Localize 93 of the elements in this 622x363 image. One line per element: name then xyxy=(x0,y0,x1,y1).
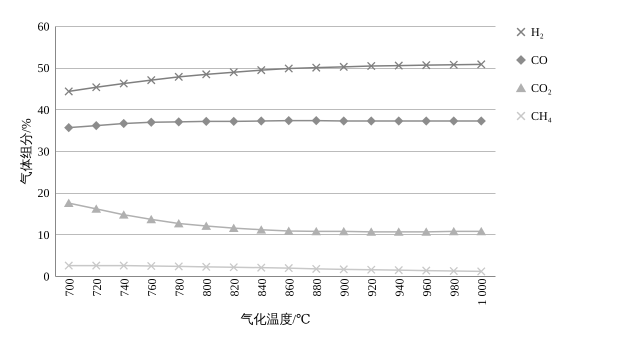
x-tick-label: 760 xyxy=(144,278,159,296)
point xyxy=(92,205,101,213)
point xyxy=(174,220,184,228)
point xyxy=(284,227,294,235)
point xyxy=(146,262,156,270)
point xyxy=(119,119,128,128)
x-tick-label: 960 xyxy=(420,278,434,296)
legend-label: H₂ xyxy=(531,25,544,39)
point xyxy=(92,82,101,92)
point xyxy=(476,60,486,69)
x-tick-label: 860 xyxy=(282,278,296,296)
point xyxy=(284,64,294,73)
point xyxy=(202,222,211,230)
point xyxy=(366,265,376,274)
point xyxy=(202,117,211,126)
point xyxy=(394,228,404,236)
point xyxy=(449,266,458,276)
point xyxy=(174,117,184,126)
point xyxy=(64,261,74,270)
point xyxy=(229,117,238,126)
x-tick-label: 740 xyxy=(117,278,132,296)
point xyxy=(92,261,101,270)
point xyxy=(174,72,184,82)
point xyxy=(422,228,431,236)
point xyxy=(119,261,128,270)
point xyxy=(312,228,321,236)
legend-label: CO₂ xyxy=(531,81,552,95)
point xyxy=(64,123,74,132)
x-tick-label: 820 xyxy=(227,278,242,296)
y-tick-label: 50 xyxy=(38,61,50,76)
point xyxy=(339,228,348,236)
point xyxy=(202,70,211,79)
x-axis-title: 气化温度/℃ xyxy=(240,312,311,326)
point xyxy=(339,62,348,72)
x-tick-label: 840 xyxy=(254,278,269,296)
point xyxy=(146,118,156,127)
point xyxy=(449,60,458,70)
x-tick-label: 700 xyxy=(62,278,76,296)
point xyxy=(64,87,74,96)
point xyxy=(64,199,74,207)
point xyxy=(366,116,376,126)
point xyxy=(449,116,458,126)
y-tick-label: 0 xyxy=(44,270,50,284)
point xyxy=(394,266,404,275)
point xyxy=(394,61,404,70)
point xyxy=(476,267,486,276)
point xyxy=(256,116,266,126)
point xyxy=(256,226,266,234)
x-tick-label: 880 xyxy=(310,278,324,296)
point xyxy=(256,263,266,272)
point xyxy=(174,262,184,271)
x-tick-label: 900 xyxy=(337,278,352,296)
point xyxy=(394,116,404,126)
y-tick-label: 20 xyxy=(38,186,50,200)
point xyxy=(229,224,238,232)
point xyxy=(449,228,458,236)
point xyxy=(119,210,128,219)
point xyxy=(229,68,238,77)
point xyxy=(119,79,128,88)
y-tick-label: 60 xyxy=(38,20,50,34)
point xyxy=(366,228,376,236)
point xyxy=(312,63,321,72)
x-tick-label: 980 xyxy=(447,278,462,296)
point xyxy=(312,116,321,125)
point xyxy=(284,264,294,272)
point xyxy=(284,116,294,125)
point xyxy=(422,60,431,70)
x-tick-label: 920 xyxy=(364,278,379,296)
point xyxy=(146,215,156,224)
legend-label: CO xyxy=(531,53,548,67)
point xyxy=(339,264,348,274)
y-tick-label: 10 xyxy=(38,228,50,242)
point xyxy=(476,116,486,126)
y-tick-label: 40 xyxy=(38,102,50,117)
point xyxy=(339,116,348,126)
point xyxy=(312,264,321,274)
point xyxy=(229,262,238,272)
x-tick-label: 720 xyxy=(90,278,104,296)
point xyxy=(146,76,156,85)
point xyxy=(422,116,431,126)
x-tick-label: 780 xyxy=(172,278,186,296)
point xyxy=(256,66,266,75)
y-tick-label: 30 xyxy=(38,144,50,158)
point xyxy=(476,228,486,236)
x-tick-label: 800 xyxy=(200,278,214,296)
point xyxy=(202,262,211,272)
legend-label: CH₄ xyxy=(531,109,552,123)
point xyxy=(92,121,101,130)
point xyxy=(366,62,376,70)
x-tick-label: 1 000 xyxy=(474,278,489,306)
y-axis-title: 气体组分/% xyxy=(18,118,34,185)
point xyxy=(422,266,431,275)
x-tick-label: 940 xyxy=(392,278,406,296)
